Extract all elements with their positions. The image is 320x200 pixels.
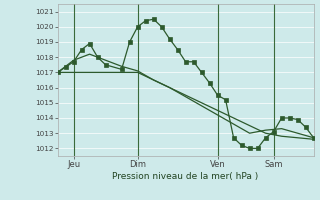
X-axis label: Pression niveau de la mer( hPa ): Pression niveau de la mer( hPa ) — [112, 172, 259, 181]
